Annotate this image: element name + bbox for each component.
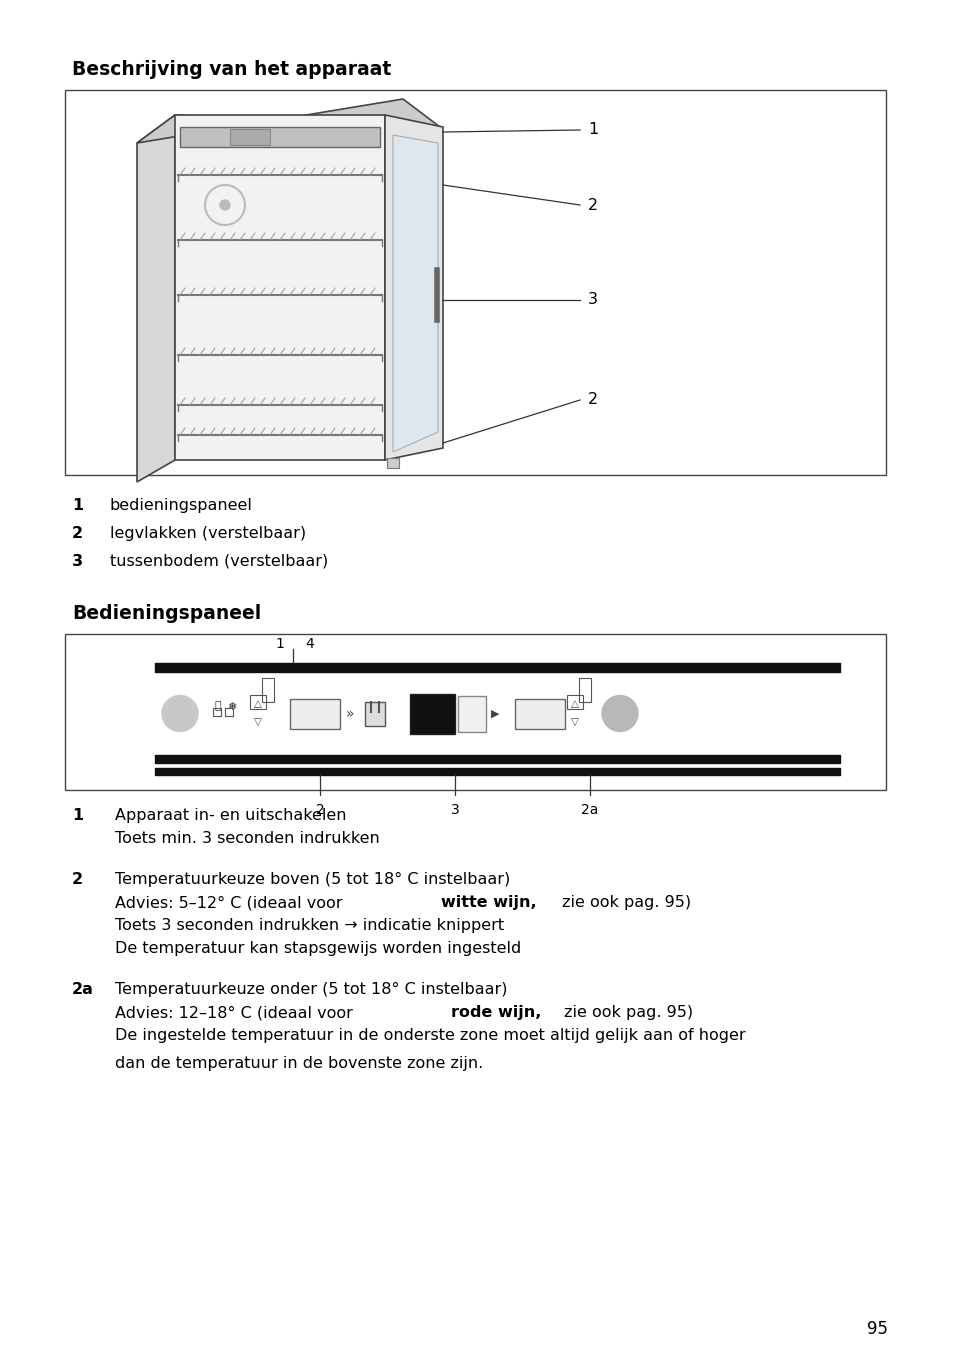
Text: bedieningspaneel: bedieningspaneel: [110, 498, 253, 513]
Text: 3: 3: [71, 554, 83, 569]
Bar: [213, 708, 221, 715]
Bar: [262, 677, 274, 701]
Text: De ingestelde temperatuur in de onderste zone moet altijd gelijk aan of hoger: De ingestelde temperatuur in de onderste…: [115, 1028, 745, 1043]
Text: ▶: ▶: [490, 708, 498, 719]
Text: 95: 95: [866, 1320, 887, 1338]
Bar: [250, 695, 266, 708]
Text: 4: 4: [305, 636, 314, 651]
Polygon shape: [393, 135, 437, 452]
Text: legvlakken (verstelbaar): legvlakken (verstelbaar): [110, 525, 306, 542]
Bar: [387, 458, 398, 468]
Text: ●: ●: [432, 711, 440, 720]
Text: ▽: ▽: [571, 716, 578, 727]
Text: Advies: 12–18° C (ideaal voor: Advies: 12–18° C (ideaal voor: [115, 1005, 357, 1020]
Text: Beschrijving van het apparaat: Beschrijving van het apparaat: [71, 60, 391, 79]
Text: ❅: ❅: [227, 701, 236, 711]
Text: ●: ●: [426, 720, 436, 734]
Text: dan de temperatuur in de bovenste zone zijn.: dan de temperatuur in de bovenste zone z…: [115, 1056, 483, 1071]
Text: 88: 88: [529, 704, 550, 723]
Text: 88: 88: [304, 704, 326, 723]
Text: 1: 1: [71, 498, 83, 513]
Text: ⏻: ⏻: [214, 701, 221, 711]
Text: 1: 1: [71, 808, 83, 823]
Text: Advies: 5–12° C (ideaal voor: Advies: 5–12° C (ideaal voor: [115, 895, 347, 910]
Text: Apparaat in- en uitschakelen: Apparaat in- en uitschakelen: [115, 808, 346, 823]
Bar: [174, 115, 385, 460]
Text: △: △: [253, 699, 262, 708]
Bar: [566, 695, 582, 708]
Text: Toets 3 seconden indrukken → indicatie knippert: Toets 3 seconden indrukken → indicatie k…: [115, 918, 503, 933]
Text: 1: 1: [275, 636, 284, 651]
Polygon shape: [137, 99, 439, 144]
Text: rode wijn,: rode wijn,: [451, 1005, 541, 1020]
Bar: [65, 634, 885, 789]
Bar: [578, 677, 590, 701]
Circle shape: [220, 200, 230, 210]
Text: witte wijn,: witte wijn,: [440, 895, 536, 910]
Text: 1: 1: [587, 122, 598, 138]
Bar: [457, 696, 485, 731]
Text: zie ook pag. 95): zie ook pag. 95): [558, 1005, 693, 1020]
Text: 2: 2: [315, 803, 324, 816]
Text: ▽: ▽: [253, 716, 262, 727]
Text: 2: 2: [71, 872, 83, 887]
Bar: [225, 708, 233, 715]
Bar: [290, 699, 339, 728]
Text: ●: ●: [419, 711, 428, 720]
Bar: [180, 127, 379, 148]
Polygon shape: [137, 115, 174, 482]
Text: 3: 3: [587, 292, 598, 307]
Text: Temperatuurkeuze boven (5 tot 18° C instelbaar): Temperatuurkeuze boven (5 tot 18° C inst…: [115, 872, 510, 887]
Bar: [65, 89, 885, 475]
Text: 2a: 2a: [71, 982, 93, 997]
Text: Temperatuurkeuze onder (5 tot 18° C instelbaar): Temperatuurkeuze onder (5 tot 18° C inst…: [115, 982, 507, 997]
Text: 3: 3: [450, 803, 459, 816]
Text: tussenbodem (verstelbaar): tussenbodem (verstelbaar): [110, 554, 328, 569]
Text: Bedieningspaneel: Bedieningspaneel: [71, 604, 261, 623]
Text: 2: 2: [587, 393, 598, 408]
Text: »: »: [345, 707, 354, 720]
Bar: [410, 693, 455, 734]
Bar: [515, 699, 564, 728]
Text: 2a: 2a: [580, 803, 598, 816]
Text: △: △: [571, 699, 578, 708]
Text: 2: 2: [71, 525, 83, 542]
Text: De temperatuur kan stapsgewijs worden ingesteld: De temperatuur kan stapsgewijs worden in…: [115, 941, 520, 956]
Bar: [230, 129, 270, 145]
Polygon shape: [385, 115, 442, 460]
Text: 2: 2: [587, 198, 598, 213]
Text: zie ook pag. 95): zie ook pag. 95): [556, 895, 690, 910]
Circle shape: [601, 696, 638, 731]
Bar: [365, 701, 385, 726]
Circle shape: [162, 696, 198, 731]
Text: Toets min. 3 seconden indrukken: Toets min. 3 seconden indrukken: [115, 831, 379, 846]
